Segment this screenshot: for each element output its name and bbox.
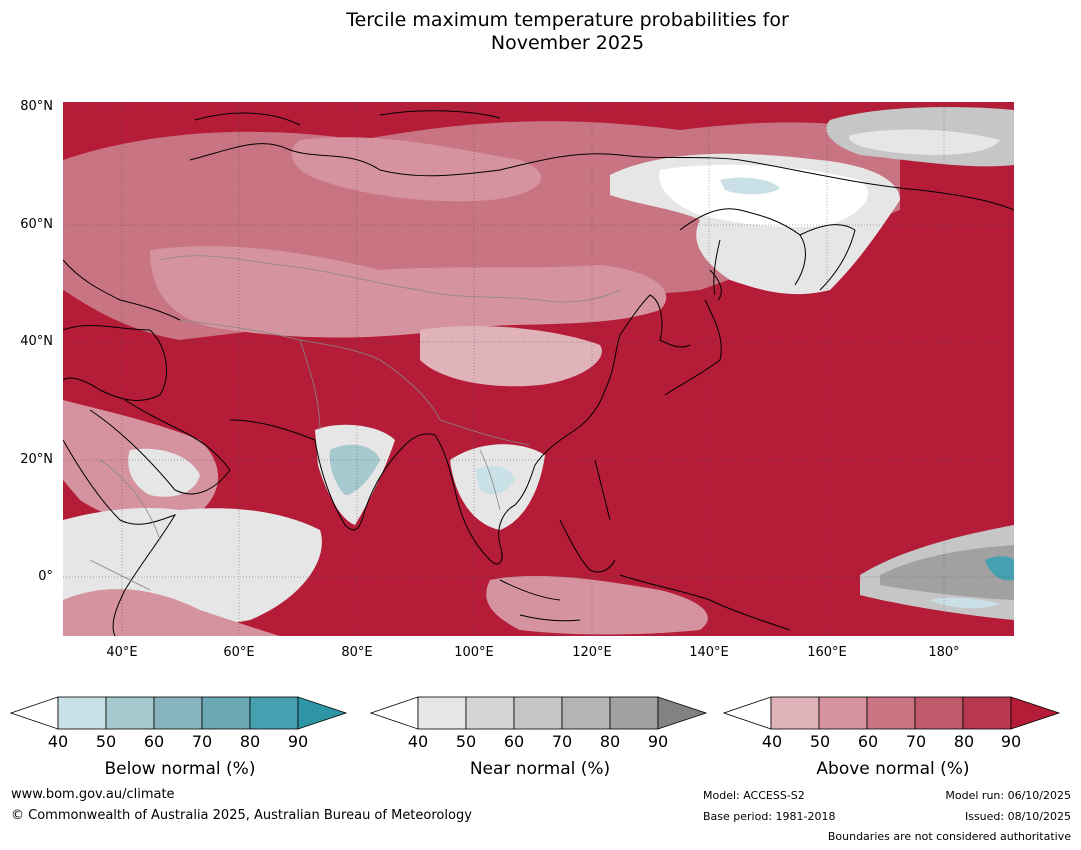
near-tick-50: 50 bbox=[455, 732, 477, 751]
region-arabia-near-normal bbox=[128, 448, 200, 497]
above-colorbar-segment bbox=[962, 696, 1012, 730]
below-tick-60: 60 bbox=[143, 732, 165, 751]
probability-map bbox=[63, 102, 1014, 636]
footer-issued: Issued: 08/10/2025 bbox=[964, 810, 1071, 823]
above-colorbar-segment bbox=[818, 696, 868, 730]
lon-label-180: 180° bbox=[928, 645, 960, 660]
lon-label-100e: 100°E bbox=[454, 645, 494, 660]
below-colorbar-segment bbox=[201, 696, 251, 730]
above-normal-label: Above normal (%) bbox=[816, 759, 970, 779]
map-gridlines bbox=[63, 102, 1014, 636]
region-east-siberia-white bbox=[659, 164, 869, 227]
region-pacific-below-light bbox=[930, 597, 1000, 609]
footer-disclaimer: Boundaries are not considered authoritat… bbox=[827, 830, 1071, 843]
region-arctic-above-40 bbox=[291, 137, 542, 202]
coastlines bbox=[63, 110, 1014, 636]
colorbar-above-normal bbox=[723, 696, 1061, 730]
region-pacific-near-dark bbox=[880, 545, 1014, 600]
lat-label-20n: 20°N bbox=[20, 452, 53, 467]
lat-label-40n: 40°N bbox=[20, 334, 53, 349]
above-colorbar-segment bbox=[866, 696, 916, 730]
lon-label-120e: 120°E bbox=[572, 645, 612, 660]
region-siberia-below-40 bbox=[720, 177, 780, 195]
near-colorbar-under-arrow bbox=[370, 696, 419, 730]
above-tick-90: 90 bbox=[1000, 732, 1022, 751]
region-chukotka-light bbox=[849, 129, 1000, 155]
region-maritime-above-40 bbox=[486, 575, 708, 635]
lat-label-0: 0° bbox=[38, 569, 53, 584]
below-tick-80: 80 bbox=[239, 732, 261, 751]
near-tick-80: 80 bbox=[599, 732, 621, 751]
near-colorbar-segment bbox=[513, 696, 563, 730]
above-colorbar-segment bbox=[914, 696, 964, 730]
footer-model: Model: ACCESS-S2 bbox=[703, 789, 805, 802]
below-colorbar-segment bbox=[57, 696, 107, 730]
title-line-1: Tercile maximum temperature probabilitie… bbox=[346, 9, 789, 31]
near-colorbar-segment bbox=[609, 696, 659, 730]
above-tick-70: 70 bbox=[905, 732, 927, 751]
below-tick-40: 40 bbox=[47, 732, 69, 751]
title-line-2: November 2025 bbox=[490, 32, 645, 54]
lon-label-160e: 160°E bbox=[807, 645, 847, 660]
above-colorbar-under-arrow bbox=[723, 696, 772, 730]
lon-label-60e: 60°E bbox=[223, 645, 255, 660]
above-tick-40: 40 bbox=[761, 732, 783, 751]
lon-label-40e: 40°E bbox=[106, 645, 138, 660]
near-colorbar-over-arrow bbox=[657, 696, 708, 730]
lat-label-80n: 80°N bbox=[20, 99, 53, 114]
below-tick-90: 90 bbox=[287, 732, 309, 751]
region-africa-above-40 bbox=[63, 589, 280, 636]
near-tick-70: 70 bbox=[551, 732, 573, 751]
lon-label-140e: 140°E bbox=[689, 645, 729, 660]
above-colorbar-segment bbox=[770, 696, 820, 730]
below-colorbar-segment bbox=[153, 696, 203, 730]
below-colorbar-over-arrow bbox=[297, 696, 348, 730]
above-tick-60: 60 bbox=[857, 732, 879, 751]
region-indochina-below-40 bbox=[475, 465, 515, 495]
region-pacific-below bbox=[985, 556, 1014, 581]
lat-label-60n: 60°N bbox=[20, 217, 53, 232]
colorbar-near-normal bbox=[370, 696, 708, 730]
footer-website: www.bom.gov.au/climate bbox=[11, 787, 175, 802]
below-tick-50: 50 bbox=[95, 732, 117, 751]
region-mongolia-above-40 bbox=[420, 325, 602, 387]
chart-title: Tercile maximum temperature probabilitie… bbox=[0, 9, 1081, 55]
near-tick-60: 60 bbox=[503, 732, 525, 751]
region-central-asia-above-40 bbox=[150, 246, 667, 338]
below-normal-label: Below normal (%) bbox=[104, 759, 256, 779]
above-colorbar-over-arrow bbox=[1010, 696, 1061, 730]
region-india-below-50 bbox=[329, 444, 380, 495]
near-tick-40: 40 bbox=[407, 732, 429, 751]
below-tick-70: 70 bbox=[191, 732, 213, 751]
footer-base-period: Base period: 1981-2018 bbox=[703, 810, 836, 823]
below-colorbar-segment bbox=[249, 696, 299, 730]
below-colorbar-under-arrow bbox=[10, 696, 59, 730]
footer-copyright: © Commonwealth of Australia 2025, Austra… bbox=[11, 808, 472, 823]
colorbar-below-normal bbox=[10, 696, 348, 730]
above-tick-50: 50 bbox=[809, 732, 831, 751]
country-borders bbox=[89, 255, 621, 591]
near-colorbar-segment bbox=[417, 696, 467, 730]
below-colorbar-segment bbox=[105, 696, 155, 730]
footer-model-run: Model run: 06/10/2025 bbox=[945, 789, 1071, 802]
near-colorbar-segment bbox=[465, 696, 515, 730]
near-colorbar-segment bbox=[561, 696, 611, 730]
lon-label-80e: 80°E bbox=[341, 645, 373, 660]
above-tick-80: 80 bbox=[953, 732, 975, 751]
near-tick-90: 90 bbox=[647, 732, 669, 751]
near-normal-label: Near normal (%) bbox=[469, 759, 611, 779]
